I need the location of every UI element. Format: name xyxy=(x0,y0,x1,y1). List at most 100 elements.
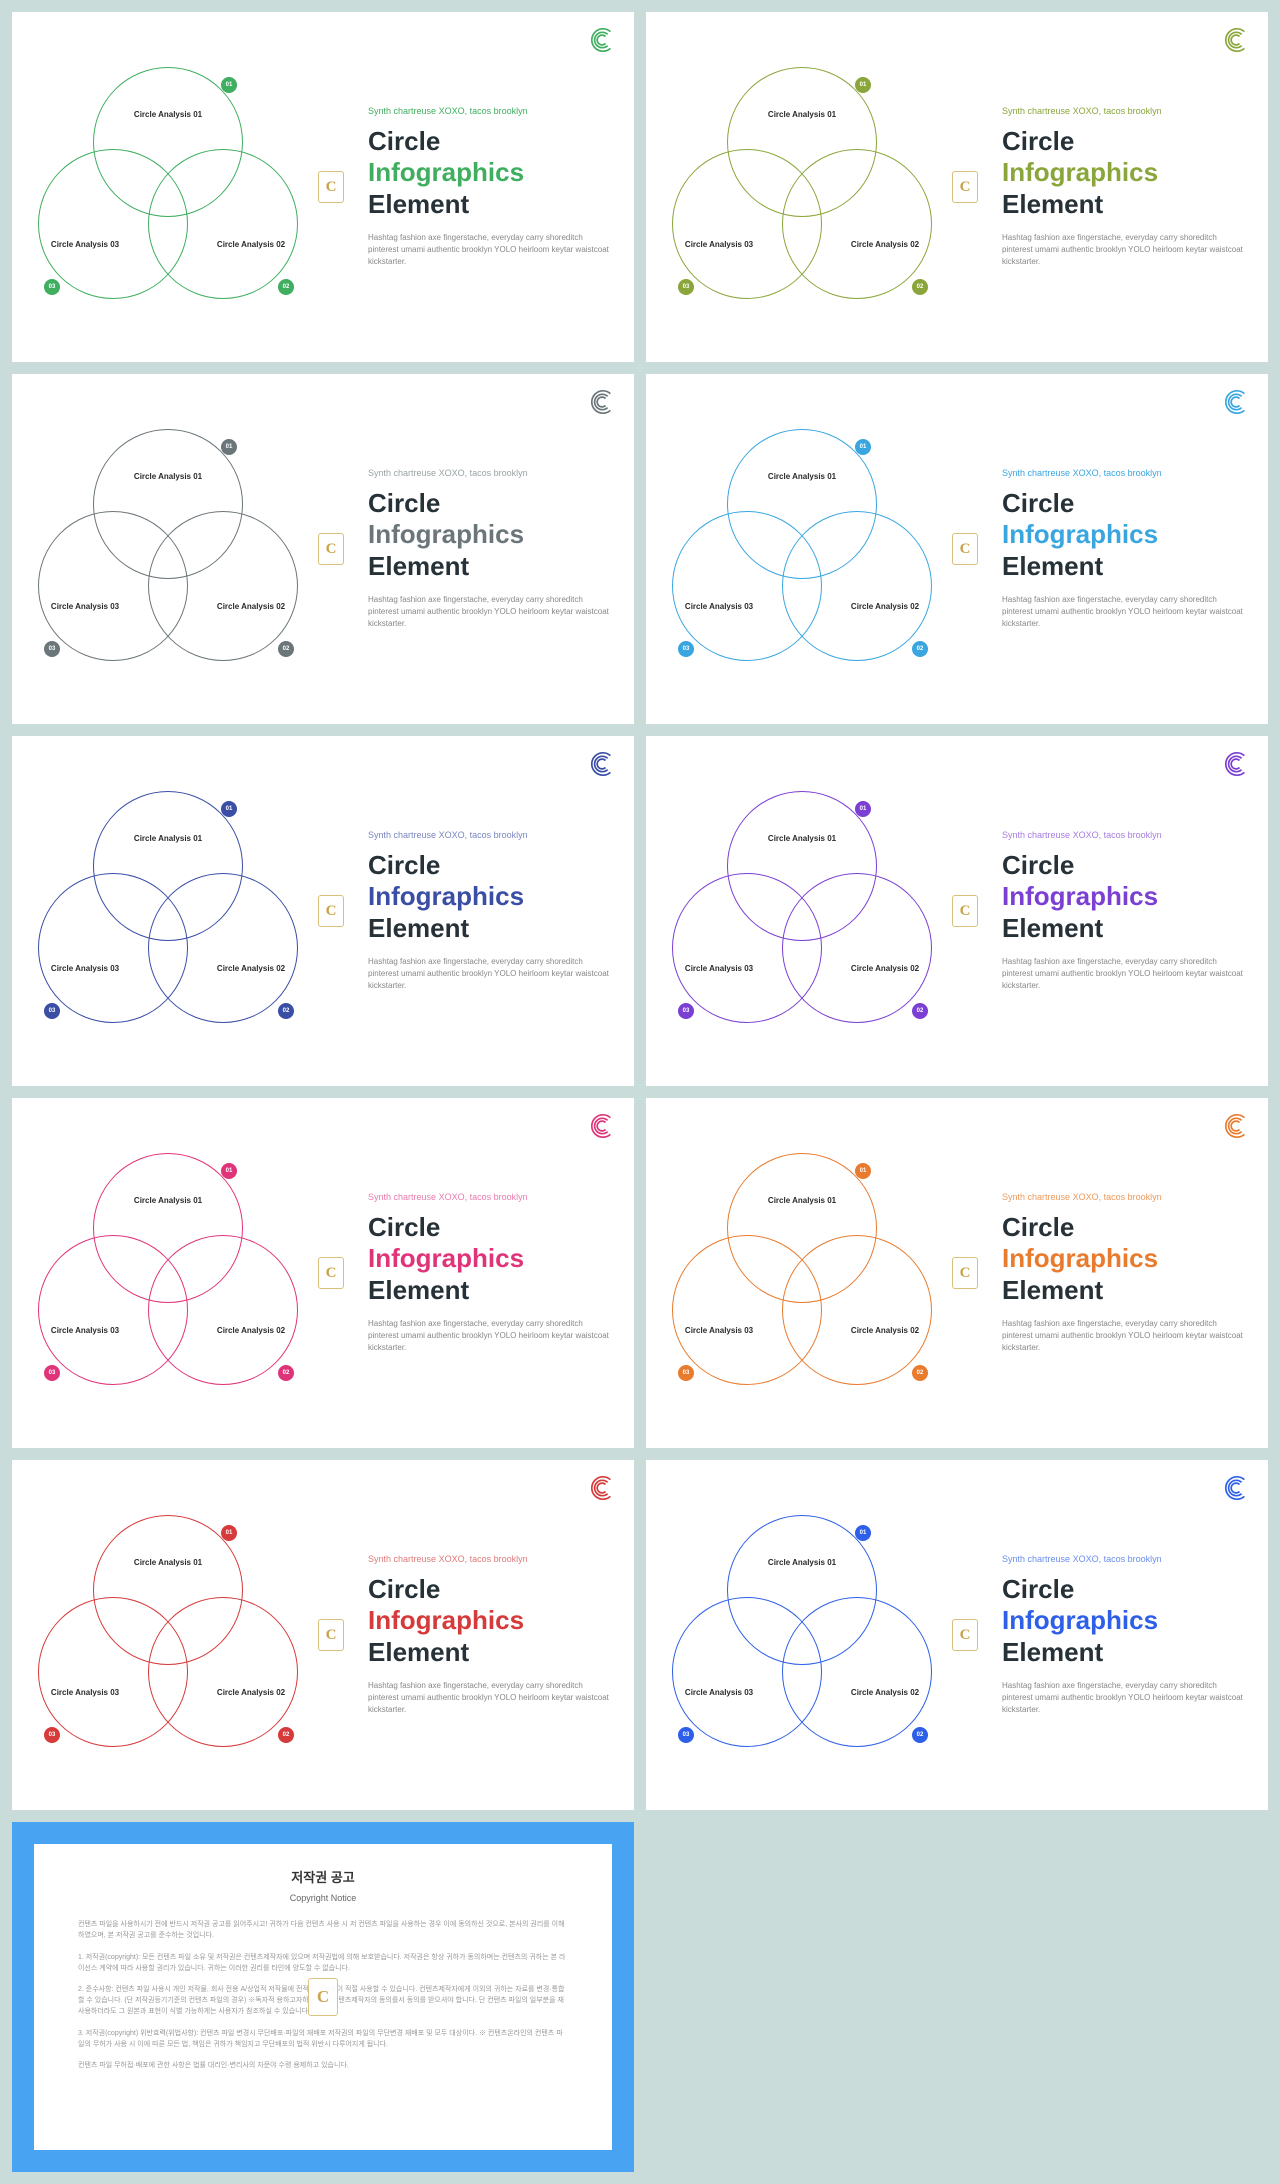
dot-03: 03 xyxy=(678,1365,694,1381)
dot-03: 03 xyxy=(678,1003,694,1019)
description: Hashtag fashion axe fingerstache, everyd… xyxy=(1002,232,1244,268)
description: Hashtag fashion axe fingerstache, everyd… xyxy=(368,1318,610,1354)
dot-03: 03 xyxy=(678,279,694,295)
c-badge-icon: C xyxy=(318,1619,344,1651)
subtitle: Synth chartreuse XOXO, tacos brooklyn xyxy=(1002,1554,1244,1564)
title-line-1: Circle xyxy=(368,1574,440,1604)
copyright-paragraph: 1. 저작권(copyright): 모든 컨텐츠 파일 소유 및 저작권은 컨… xyxy=(78,1952,568,1974)
venn-diagram: Circle Analysis 01 Circle Analysis 03 Ci… xyxy=(36,791,300,1031)
title: Circle Infographics Element xyxy=(368,126,610,220)
subtitle: Synth chartreuse XOXO, tacos brooklyn xyxy=(1002,1192,1244,1202)
slide-content: Circle Analysis 01 Circle Analysis 03 Ci… xyxy=(36,67,610,307)
description: Hashtag fashion axe fingerstache, everyd… xyxy=(1002,956,1244,992)
subtitle: Synth chartreuse XOXO, tacos brooklyn xyxy=(1002,830,1244,840)
circle-2-label: Circle Analysis 02 xyxy=(217,602,285,611)
title-line-1: Circle xyxy=(368,850,440,880)
venn-diagram: Circle Analysis 01 Circle Analysis 03 Ci… xyxy=(36,1515,300,1755)
circle-2-label: Circle Analysis 02 xyxy=(217,964,285,973)
venn-slide: Circle Analysis 01 Circle Analysis 03 Ci… xyxy=(646,1460,1268,1810)
circle-3-label: Circle Analysis 03 xyxy=(51,1688,119,1697)
dot-03: 03 xyxy=(44,641,60,657)
title-line-3: Element xyxy=(368,1275,469,1305)
circle-2-label: Circle Analysis 02 xyxy=(851,602,919,611)
text-block: Synth chartreuse XOXO, tacos brooklyn Ci… xyxy=(996,1192,1244,1354)
dot-01: 01 xyxy=(855,1163,871,1179)
text-block: Synth chartreuse XOXO, tacos brooklyn Ci… xyxy=(996,1554,1244,1716)
concentric-c-logo xyxy=(588,1112,616,1140)
title-line-2: Infographics xyxy=(1002,157,1158,187)
title-line-3: Element xyxy=(1002,551,1103,581)
slide-content: Circle Analysis 01 Circle Analysis 03 Ci… xyxy=(670,1515,1244,1755)
venn-diagram: Circle Analysis 01 Circle Analysis 03 Ci… xyxy=(36,1153,300,1393)
title-line-1: Circle xyxy=(1002,126,1074,156)
title-line-1: Circle xyxy=(1002,1212,1074,1242)
title-line-1: Circle xyxy=(368,1212,440,1242)
text-block: Synth chartreuse XOXO, tacos brooklyn Ci… xyxy=(996,468,1244,630)
title: Circle Infographics Element xyxy=(1002,850,1244,944)
title-line-2: Infographics xyxy=(1002,1605,1158,1635)
copyright-paragraph: 컨텐츠 파일을 사용하시기 전에 반드시 저작권 공고를 읽어주시고! 귀하가 … xyxy=(78,1919,568,1941)
dot-02: 02 xyxy=(912,1365,928,1381)
venn-diagram: Circle Analysis 01 Circle Analysis 03 Ci… xyxy=(670,791,934,1031)
c-badge-icon: C xyxy=(308,1978,338,2016)
concentric-c-logo xyxy=(1222,1474,1250,1502)
dot-03: 03 xyxy=(44,1727,60,1743)
circle-2-label: Circle Analysis 02 xyxy=(851,240,919,249)
title-line-3: Element xyxy=(368,1637,469,1667)
description: Hashtag fashion axe fingerstache, everyd… xyxy=(1002,1680,1244,1716)
subtitle: Synth chartreuse XOXO, tacos brooklyn xyxy=(368,106,610,116)
circle-2: Circle Analysis 02 xyxy=(148,149,298,299)
c-badge-icon: C xyxy=(952,171,978,203)
title-line-3: Element xyxy=(1002,1275,1103,1305)
dot-01: 01 xyxy=(855,77,871,93)
circle-2: Circle Analysis 02 xyxy=(782,511,932,661)
slide-content: Circle Analysis 01 Circle Analysis 03 Ci… xyxy=(36,1515,610,1755)
circle-3-label: Circle Analysis 03 xyxy=(51,964,119,973)
circle-3-label: Circle Analysis 03 xyxy=(685,1688,753,1697)
circle-2: Circle Analysis 02 xyxy=(782,1597,932,1747)
title: Circle Infographics Element xyxy=(368,1574,610,1668)
dot-02: 02 xyxy=(912,1003,928,1019)
dot-03: 03 xyxy=(44,1003,60,1019)
circle-2: Circle Analysis 02 xyxy=(782,1235,932,1385)
text-block: Synth chartreuse XOXO, tacos brooklyn Ci… xyxy=(362,1554,610,1716)
dot-02: 02 xyxy=(278,1727,294,1743)
title-line-3: Element xyxy=(368,913,469,943)
slide-content: Circle Analysis 01 Circle Analysis 03 Ci… xyxy=(670,1153,1244,1393)
circle-1-label: Circle Analysis 01 xyxy=(768,472,836,481)
subtitle: Synth chartreuse XOXO, tacos brooklyn xyxy=(368,1554,610,1564)
copyright-subtitle: Copyright Notice xyxy=(78,1891,568,1905)
venn-diagram: Circle Analysis 01 Circle Analysis 03 Ci… xyxy=(670,429,934,669)
circle-2: Circle Analysis 02 xyxy=(782,873,932,1023)
dot-01: 01 xyxy=(855,801,871,817)
title: Circle Infographics Element xyxy=(368,1212,610,1306)
slide-content: Circle Analysis 01 Circle Analysis 03 Ci… xyxy=(670,791,1244,1031)
description: Hashtag fashion axe fingerstache, everyd… xyxy=(368,956,610,992)
circle-3-label: Circle Analysis 03 xyxy=(685,240,753,249)
title: Circle Infographics Element xyxy=(1002,488,1244,582)
title-line-2: Infographics xyxy=(368,1243,524,1273)
circle-3-label: Circle Analysis 03 xyxy=(51,240,119,249)
venn-slide: Circle Analysis 01 Circle Analysis 03 Ci… xyxy=(12,374,634,724)
slide-content: Circle Analysis 01 Circle Analysis 03 Ci… xyxy=(36,791,610,1031)
concentric-c-logo xyxy=(588,388,616,416)
dot-03: 03 xyxy=(678,641,694,657)
title-line-1: Circle xyxy=(1002,850,1074,880)
title-line-3: Element xyxy=(368,551,469,581)
text-block: Synth chartreuse XOXO, tacos brooklyn Ci… xyxy=(362,106,610,268)
venn-slide: Circle Analysis 01 Circle Analysis 03 Ci… xyxy=(12,1098,634,1448)
title: Circle Infographics Element xyxy=(1002,1212,1244,1306)
copyright-title: 저작권 공고 xyxy=(78,1868,568,1889)
slide-content: Circle Analysis 01 Circle Analysis 03 Ci… xyxy=(36,1153,610,1393)
title-line-1: Circle xyxy=(1002,1574,1074,1604)
concentric-c-logo xyxy=(1222,1112,1250,1140)
dot-03: 03 xyxy=(678,1727,694,1743)
title-line-2: Infographics xyxy=(368,519,524,549)
concentric-c-logo xyxy=(588,1474,616,1502)
venn-diagram: Circle Analysis 01 Circle Analysis 03 Ci… xyxy=(36,67,300,307)
circle-1-label: Circle Analysis 01 xyxy=(768,110,836,119)
circle-1-label: Circle Analysis 01 xyxy=(134,472,202,481)
title: Circle Infographics Element xyxy=(368,488,610,582)
circle-2-label: Circle Analysis 02 xyxy=(217,1326,285,1335)
slide-content: Circle Analysis 01 Circle Analysis 03 Ci… xyxy=(670,429,1244,669)
